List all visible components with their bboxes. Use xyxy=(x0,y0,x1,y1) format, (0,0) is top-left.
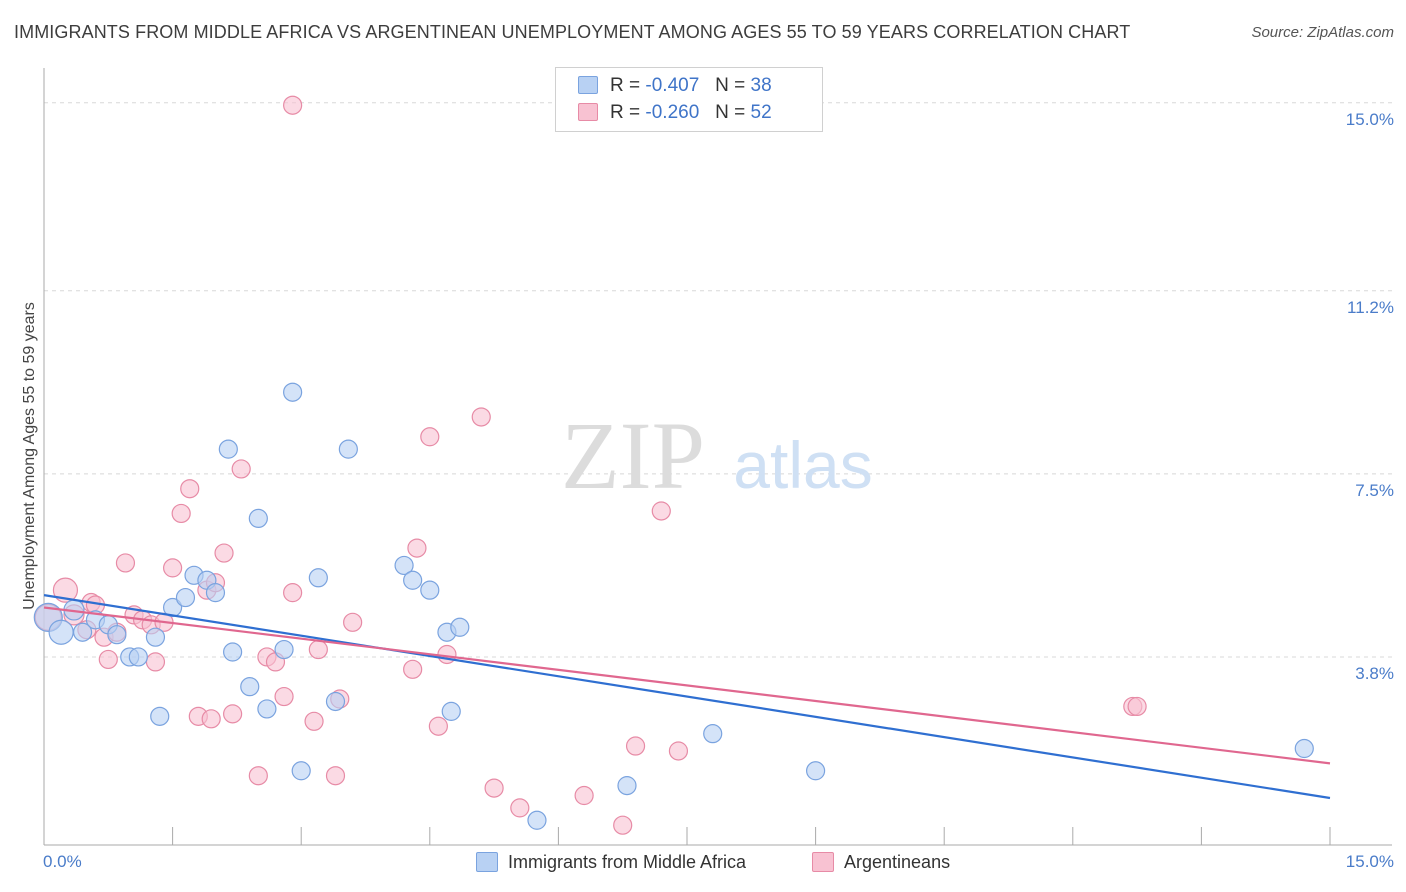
chart-title: IMMIGRANTS FROM MIDDLE AFRICA VS ARGENTI… xyxy=(14,22,1131,42)
legend-label-immigrants: Immigrants from Middle Africa xyxy=(508,852,747,872)
blue-point-27[interactable] xyxy=(394,555,414,576)
trend-line-pink xyxy=(43,606,1331,765)
source-credit: Source: ZipAtlas.com xyxy=(1251,24,1394,41)
axes xyxy=(43,68,1392,846)
n-value: 38 xyxy=(750,75,772,96)
blue-point-24[interactable] xyxy=(308,568,328,588)
pink-point-50[interactable] xyxy=(1127,696,1147,717)
pink-point-16[interactable] xyxy=(171,503,191,524)
blue-point-3[interactable] xyxy=(72,622,93,642)
pink-point-37[interactable] xyxy=(407,538,427,558)
legend-item-argentineans[interactable]: Argentineans xyxy=(812,852,950,873)
blue-point-20[interactable] xyxy=(257,699,277,719)
pink-point-7[interactable] xyxy=(98,649,118,670)
blue-point-29[interactable] xyxy=(420,580,440,600)
blue-point-35[interactable] xyxy=(703,724,723,744)
legend-item-immigrants[interactable]: Immigrants from Middle Africa xyxy=(476,852,746,873)
blue-point-12[interactable] xyxy=(175,587,196,608)
blue-point-26[interactable] xyxy=(338,439,358,459)
blue-point-17[interactable] xyxy=(223,642,243,662)
blue-point-31[interactable] xyxy=(441,701,461,721)
r-label: R = xyxy=(610,102,641,123)
legend-swatch-blue xyxy=(476,852,498,872)
watermark-zip: ZIP xyxy=(561,402,705,509)
pink-point-1[interactable] xyxy=(52,577,79,603)
n-label: N = xyxy=(715,102,746,123)
blue-point-9[interactable] xyxy=(145,627,166,647)
blue-point-8[interactable] xyxy=(128,647,148,667)
blue-point-28[interactable] xyxy=(403,570,423,590)
y-tick-label-0: 3.8% xyxy=(1355,663,1394,683)
blue-point-16[interactable] xyxy=(218,439,238,459)
stats-legend-row-blue: R = -0.407 N = 38 xyxy=(578,75,772,101)
legend-swatch-pink xyxy=(812,852,834,872)
trend-lines xyxy=(43,594,1331,800)
watermark-atlas: atlas xyxy=(733,428,872,502)
trend-line-blue xyxy=(43,594,1331,800)
pink-point-31[interactable] xyxy=(304,711,324,731)
n-label: N = xyxy=(715,75,746,96)
blue-point-32[interactable] xyxy=(450,617,470,637)
pink-point-45[interactable] xyxy=(613,815,633,835)
pink-point-36[interactable] xyxy=(403,659,423,679)
blue-point-34[interactable] xyxy=(617,776,637,796)
pink-point-30[interactable] xyxy=(283,95,303,115)
blue-point-1[interactable] xyxy=(48,619,74,645)
pink-point-46[interactable] xyxy=(625,736,646,756)
x-tick-label-max: 15.0% xyxy=(1345,852,1394,871)
pink-point-28[interactable] xyxy=(274,686,294,707)
blue-point-22[interactable] xyxy=(283,382,303,402)
pink-point-47[interactable] xyxy=(651,501,671,521)
pink-point-17[interactable] xyxy=(180,479,200,499)
blue-point-36[interactable] xyxy=(805,761,826,781)
pink-point-35[interactable] xyxy=(343,612,363,632)
y-tick-label-3: 15.0% xyxy=(1345,109,1394,129)
pink-point-33[interactable] xyxy=(325,766,346,786)
stats-legend: R = -0.407 N = 38 R = -0.260 N = 52 xyxy=(555,67,823,132)
series-immigrants-middle-africa xyxy=(33,382,1314,830)
r-value: -0.407 xyxy=(645,75,700,96)
pink-swatch xyxy=(578,103,598,121)
blue-point-10[interactable] xyxy=(150,706,170,726)
pink-point-25[interactable] xyxy=(248,766,268,786)
stats-legend-row-pink: R = -0.260 N = 52 xyxy=(578,102,772,128)
n-value: 52 xyxy=(750,102,772,123)
pink-point-15[interactable] xyxy=(163,558,183,578)
pink-point-48[interactable] xyxy=(668,741,689,761)
r-value: -0.260 xyxy=(645,102,700,123)
blue-point-25[interactable] xyxy=(325,691,346,712)
y-tick-label-1: 7.5% xyxy=(1355,480,1394,500)
pink-point-38[interactable] xyxy=(420,427,440,447)
pink-point-13[interactable] xyxy=(145,652,166,672)
pink-point-32[interactable] xyxy=(308,639,328,660)
x-tick-label-min: 0.0% xyxy=(43,852,82,871)
pink-point-43[interactable] xyxy=(510,798,530,818)
blue-point-6[interactable] xyxy=(107,625,127,645)
blue-point-23[interactable] xyxy=(291,761,311,781)
pink-point-39[interactable] xyxy=(428,716,448,736)
legend-label-argentineans: Argentineans xyxy=(844,852,951,872)
blue-point-37[interactable] xyxy=(1294,738,1314,759)
pink-point-42[interactable] xyxy=(484,778,504,798)
pink-point-24[interactable] xyxy=(231,459,251,479)
blue-point-19[interactable] xyxy=(248,508,268,529)
blue-point-33[interactable] xyxy=(527,810,547,830)
pink-point-29[interactable] xyxy=(283,583,303,603)
pink-point-22[interactable] xyxy=(214,543,234,563)
pink-point-23[interactable] xyxy=(223,704,243,724)
pink-point-44[interactable] xyxy=(574,785,594,806)
pink-point-9[interactable] xyxy=(115,553,136,573)
pink-point-20[interactable] xyxy=(201,709,221,729)
blue-point-15[interactable] xyxy=(205,583,226,603)
pink-point-41[interactable] xyxy=(471,407,491,427)
blue-swatch xyxy=(578,76,598,94)
blue-point-21[interactable] xyxy=(274,639,294,660)
watermark: ZIP atlas xyxy=(561,402,873,509)
r-label: R = xyxy=(610,75,641,96)
blue-point-18[interactable] xyxy=(240,677,260,697)
gridlines xyxy=(44,102,1392,658)
y-tick-label-2: 11.2% xyxy=(1347,297,1394,317)
